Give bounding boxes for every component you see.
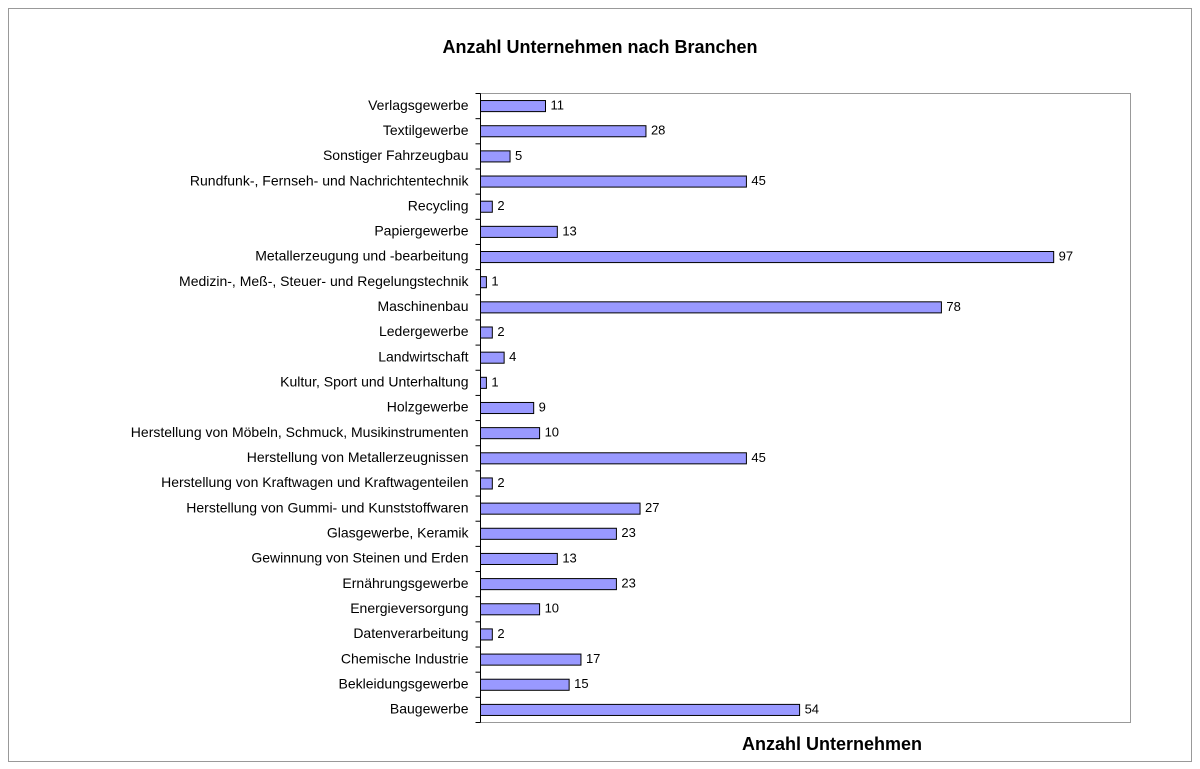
- bar: [480, 703, 801, 716]
- data-label: 10: [545, 601, 559, 616]
- data-label: 13: [562, 550, 576, 565]
- data-label: 2: [497, 324, 504, 339]
- bar: [480, 251, 1055, 264]
- bar: [480, 527, 617, 540]
- y-tick-label: Bekleidungsgewerbe: [339, 675, 469, 691]
- data-label: 1: [491, 274, 498, 289]
- bar: [480, 401, 535, 415]
- y-tick-label: Holzgewerbe: [387, 399, 469, 415]
- data-label: 2: [497, 198, 504, 213]
- data-label: 28: [651, 123, 665, 138]
- data-label: 2: [497, 475, 504, 490]
- y-tick-label: Textilgewerbe: [383, 122, 469, 138]
- bar: [480, 150, 511, 163]
- y-tick-label: Chemische Industrie: [341, 650, 469, 666]
- bar: [480, 452, 747, 465]
- y-tick-label: Landwirtschaft: [378, 348, 468, 364]
- y-tick-label: Ernährungsgewerbe: [342, 575, 468, 591]
- y-tick-label: Papiergewerbe: [374, 223, 468, 239]
- plot-area: [480, 93, 1131, 723]
- y-tick-label: Recycling: [408, 197, 469, 213]
- data-label: 23: [621, 525, 635, 540]
- data-label: 11: [551, 98, 565, 113]
- y-tick-label: Herstellung von Metallerzeugnissen: [247, 449, 469, 465]
- data-label: 15: [574, 676, 588, 691]
- data-label: 17: [586, 651, 600, 666]
- bar: [480, 628, 493, 641]
- y-tick-label: Metallerzeugung und -bearbeitung: [255, 248, 468, 264]
- bar: [480, 301, 942, 314]
- data-label: 2: [497, 626, 504, 641]
- data-label: 5: [515, 148, 522, 163]
- data-label: 78: [946, 299, 960, 314]
- data-label: 13: [562, 223, 576, 238]
- bar: [480, 427, 541, 440]
- bar: [480, 326, 493, 339]
- bar: [480, 603, 541, 616]
- data-label: 97: [1059, 248, 1073, 263]
- data-label: 45: [751, 173, 765, 188]
- bar: [480, 376, 487, 389]
- data-label: 4: [509, 349, 516, 364]
- data-label: 54: [805, 701, 819, 716]
- y-tick-label: Sonstiger Fahrzeugbau: [323, 147, 469, 163]
- y-tick-label: Datenverarbeitung: [353, 625, 468, 641]
- y-tick-label: Verlagsgewerbe: [368, 97, 469, 113]
- bar: [480, 125, 647, 138]
- bar: [480, 552, 558, 565]
- bar: [480, 225, 558, 238]
- y-tick-label: Baugewerbe: [390, 701, 469, 717]
- y-tick-label: Herstellung von Kraftwagen und Kraftwage…: [161, 474, 468, 490]
- data-label: 27: [645, 500, 659, 515]
- bar: [480, 351, 505, 364]
- y-tick-label: Rundfunk-, Fernseh- und Nachrichtentechn…: [190, 172, 470, 188]
- y-tick-label: Energieversorgung: [350, 600, 468, 616]
- y-tick-label: Maschinenbau: [377, 298, 468, 314]
- data-label: 9: [539, 399, 546, 414]
- chart-title: Anzahl Unternehmen nach Branchen: [442, 37, 757, 57]
- bar: [480, 502, 641, 515]
- y-tick-label: Medizin-, Meß-, Steuer- und Regelungstec…: [179, 273, 469, 289]
- y-tick-label: Glasgewerbe, Keramik: [327, 525, 470, 541]
- bar: [480, 200, 493, 213]
- y-tick-label: Herstellung von Gummi- und Kunststoffwar…: [186, 499, 468, 515]
- data-label: 23: [621, 576, 635, 591]
- y-tick-label: Herstellung von Möbeln, Schmuck, Musikin…: [131, 424, 469, 440]
- bar: [480, 276, 487, 289]
- bar: [480, 100, 546, 113]
- x-axis-title: Anzahl Unternehmen: [742, 734, 922, 754]
- bar: [480, 578, 617, 591]
- bar: [480, 653, 582, 666]
- data-label: 45: [751, 450, 765, 465]
- y-tick-label: Kultur, Sport und Unterhaltung: [280, 374, 468, 390]
- data-label: 10: [545, 425, 559, 440]
- y-tick-label: Gewinnung von Steinen und Erden: [251, 550, 468, 566]
- bar: [480, 678, 570, 691]
- data-label: 1: [491, 374, 498, 389]
- bar: [480, 477, 493, 490]
- bar: [480, 175, 747, 188]
- y-tick-label: Ledergewerbe: [379, 323, 469, 339]
